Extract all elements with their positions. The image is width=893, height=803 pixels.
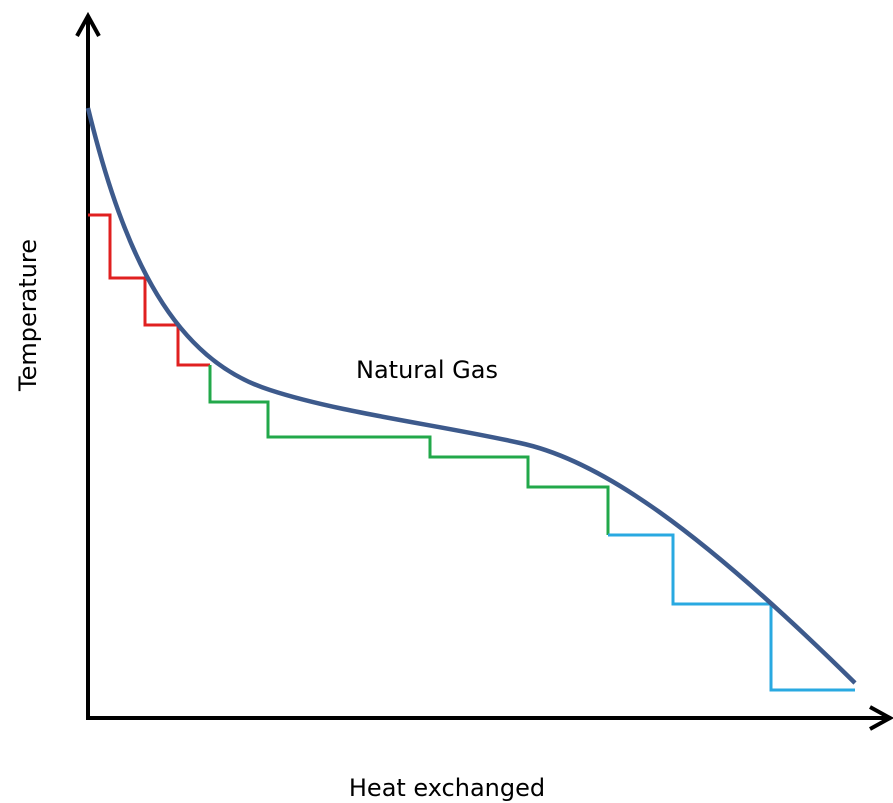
natural-gas-curve: [85, 107, 857, 685]
blue-steps: [608, 533, 855, 692]
x-axis-arrow: [869, 705, 893, 731]
curve-label: Natural Gas: [356, 356, 498, 384]
red-steps: [88, 213, 210, 367]
x-axis-label: Heat exchanged: [349, 774, 545, 802]
y-axis-arrow: [75, 11, 101, 37]
y-axis-label: Temperature: [14, 239, 42, 392]
green-steps: [208, 365, 610, 535]
